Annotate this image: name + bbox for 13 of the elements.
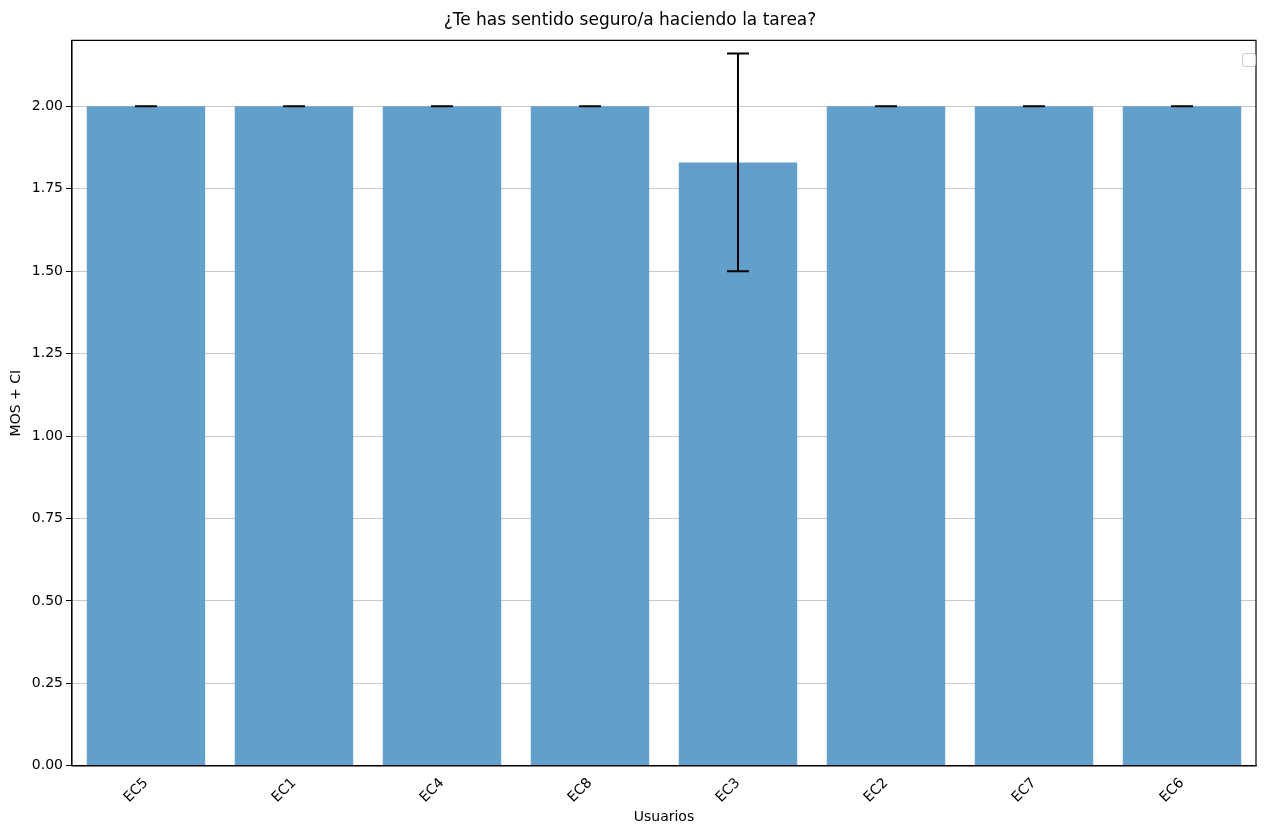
x-tick-label: EC1 — [267, 774, 299, 805]
y-tick-label: 0.25 — [31, 674, 63, 691]
y-tick-label: 1.00 — [31, 426, 63, 443]
y-tick-label: 1.25 — [31, 344, 63, 361]
y-axis-title: MOS + CI — [7, 369, 24, 437]
x-axis-title: Usuarios — [633, 808, 695, 825]
y-tick-label: 0.00 — [31, 756, 63, 773]
chart-title: ¿Te has sentido seguro/a haciendo la tarea? — [443, 8, 817, 29]
y-tick-label: 0.75 — [31, 509, 63, 526]
y-tick-label: 1.50 — [31, 261, 63, 278]
y-tick-label: 2.00 — [31, 96, 63, 113]
y-tick-label: 0.50 — [31, 591, 63, 608]
y-tick-label: 1.75 — [31, 179, 63, 196]
